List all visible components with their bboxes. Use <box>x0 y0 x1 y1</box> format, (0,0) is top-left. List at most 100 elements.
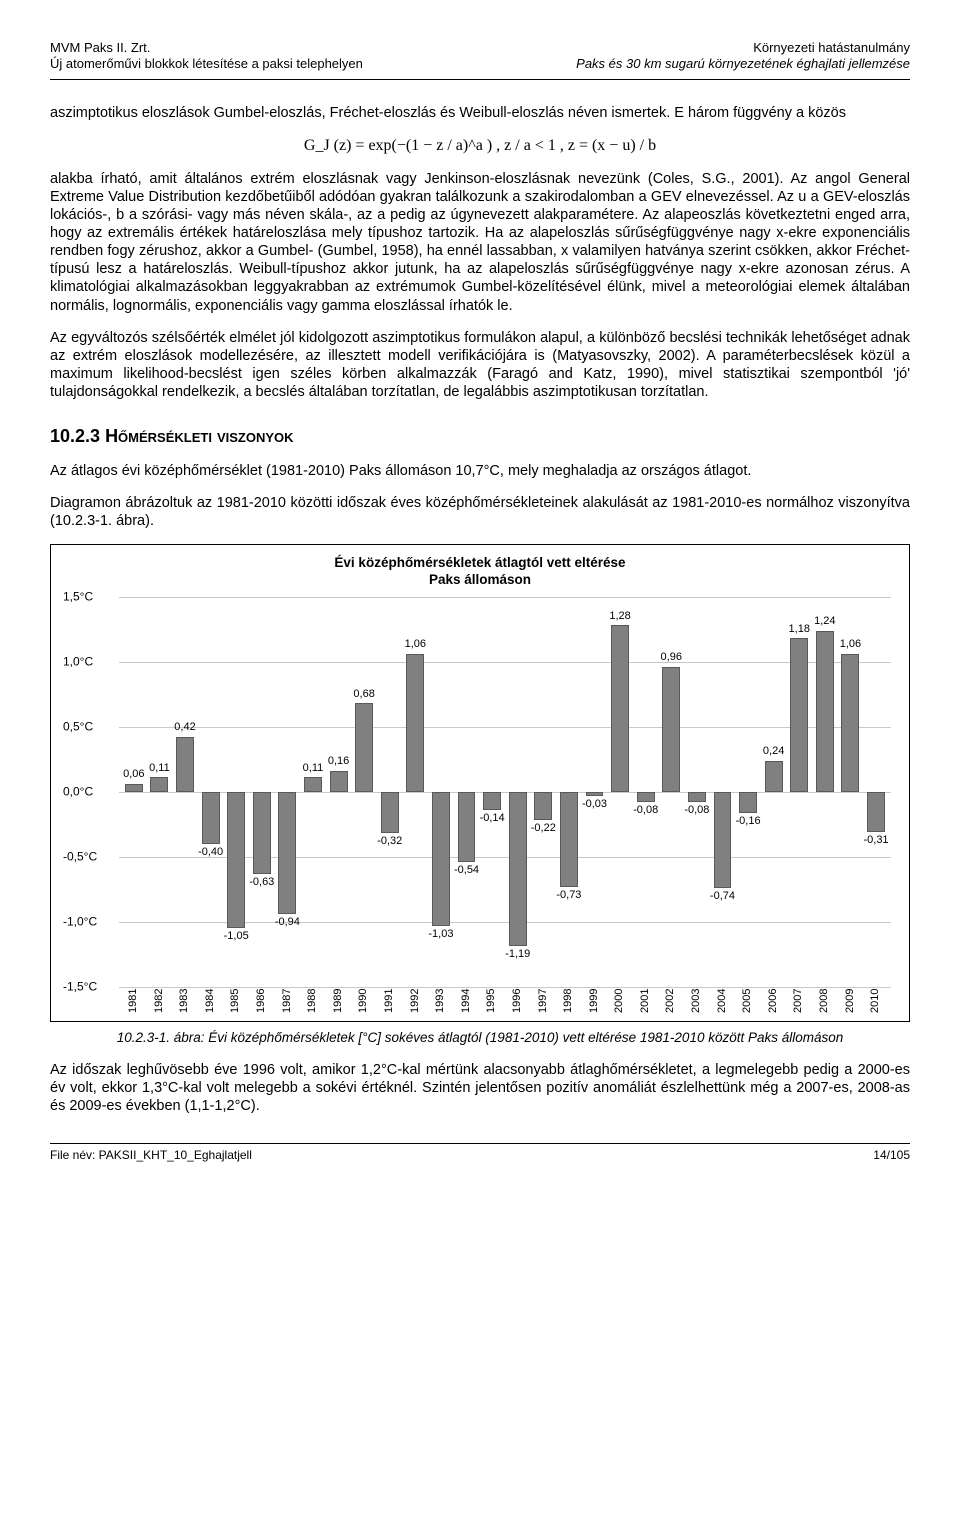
paragraph-2: alakba írható, amit általános extrém elo… <box>50 170 910 315</box>
chart-xlabel: 2005 <box>735 989 761 1015</box>
chart-bar-slot: 1,18 <box>786 597 812 987</box>
chart-xlabel: 1987 <box>275 989 301 1015</box>
chart-bar <box>432 792 450 926</box>
chart-xlabel: 2006 <box>761 989 787 1015</box>
chart-xlabel: 1995 <box>479 989 505 1015</box>
header-company: MVM Paks II. Zrt. <box>50 40 363 56</box>
chart-bar <box>150 777 168 791</box>
paragraph-5: Diagramon ábrázoltuk az 1981-2010 között… <box>50 494 910 530</box>
chart-xlabel: 1988 <box>300 989 326 1015</box>
chart-bar <box>125 784 143 792</box>
chart-area: 0,060,110,42-0,40-1,05-0,63-0,940,110,16… <box>59 597 901 1017</box>
chart-bar <box>458 792 476 862</box>
chart-bar-slot: -0,94 <box>275 597 301 987</box>
chart-bar <box>714 792 732 888</box>
footer-filename: File név: PAKSII_KHT_10_Eghajlatjell <box>50 1148 252 1163</box>
chart-bar-label: 1,06 <box>405 638 426 652</box>
chart-bar-slot: 1,24 <box>812 597 838 987</box>
chart-bar-slot: 1,06 <box>403 597 429 987</box>
chart-bar-slot: 0,06 <box>121 597 147 987</box>
chart-bar <box>534 792 552 821</box>
chart-xlabel: 1982 <box>147 989 173 1015</box>
chart-bar-slot: -0,63 <box>249 597 275 987</box>
chart-xlabel: 2003 <box>684 989 710 1015</box>
chart-xlabel: 1985 <box>223 989 249 1015</box>
chart-bar <box>586 792 604 796</box>
chart-bar <box>739 792 757 813</box>
chart-bar-label: 0,96 <box>661 651 682 665</box>
chart-bar-label: -0,54 <box>454 864 479 878</box>
chart-xlabel: 2000 <box>607 989 633 1015</box>
chart-bar-slot: -0,32 <box>377 597 403 987</box>
chart-xlabel: 1997 <box>531 989 557 1015</box>
chart-ylabel: 0,5°C <box>63 719 93 734</box>
chart-bar-slot: 0,24 <box>761 597 787 987</box>
chart-ylabel: -1,0°C <box>63 914 97 929</box>
chart-bar-label: -0,08 <box>684 804 709 818</box>
chart-bar <box>227 792 245 929</box>
figure-caption: 10.2.3-1. ábra: Évi középhőmérsékletek [… <box>50 1030 910 1047</box>
chart-bar <box>509 792 527 947</box>
chart-plot: 0,060,110,42-0,40-1,05-0,63-0,940,110,16… <box>119 597 891 987</box>
chart-bar-label: 0,06 <box>123 768 144 782</box>
chart-bar-label: 0,42 <box>174 721 195 735</box>
section-number: 10.2.3 <box>50 426 100 446</box>
chart-xlabel: 1993 <box>428 989 454 1015</box>
page-footer: File név: PAKSII_KHT_10_Eghajlatjell 14/… <box>50 1143 910 1163</box>
chart-bar-label: 0,11 <box>303 762 324 776</box>
chart-xlabel: 1991 <box>377 989 403 1015</box>
chart-bar <box>355 703 373 791</box>
paragraph-3: Az egyváltozós szélsőérték elmélet jól k… <box>50 329 910 402</box>
header-project: Új atomerőművi blokkok létesítése a paks… <box>50 56 363 72</box>
chart-bar-slot: -1,05 <box>223 597 249 987</box>
chart-xlabel: 1981 <box>121 989 147 1015</box>
chart-xaxis: 1981198219831984198519861987198819891990… <box>119 989 891 1017</box>
paragraph-1: aszimptotikus eloszlások Gumbel-eloszlás… <box>50 104 910 122</box>
chart-ylabel: 1,5°C <box>63 589 93 604</box>
chart-bar <box>304 777 322 791</box>
chart-xlabel: 1998 <box>556 989 582 1015</box>
chart-bars: 0,060,110,42-0,40-1,05-0,63-0,940,110,16… <box>119 597 891 987</box>
chart-bar <box>637 792 655 802</box>
chart-ylabel: 1,0°C <box>63 654 93 669</box>
chart-bar-label: -1,03 <box>428 928 453 942</box>
chart-bar <box>790 638 808 791</box>
chart-bar-slot: -1,19 <box>505 597 531 987</box>
footer-pagenum: 14/105 <box>873 1148 910 1163</box>
chart-ylabel: -1,5°C <box>63 979 97 994</box>
chart-bar <box>278 792 296 914</box>
chart-xlabel: 2007 <box>786 989 812 1015</box>
chart-bar-slot: -0,08 <box>633 597 659 987</box>
chart-xlabel: 1994 <box>454 989 480 1015</box>
chart-bar <box>662 667 680 792</box>
chart-bar-label: -0,16 <box>736 815 761 829</box>
chart-bar-label: -1,19 <box>505 948 530 962</box>
chart-xlabel: 1983 <box>172 989 198 1015</box>
chart-xlabel: 2004 <box>710 989 736 1015</box>
chart-gridline <box>119 987 891 988</box>
chart-ylabel: -0,5°C <box>63 849 97 864</box>
chart-xlabel: 1986 <box>249 989 275 1015</box>
chart-bar-label: -1,05 <box>224 930 249 944</box>
chart-bar-slot: 1,28 <box>607 597 633 987</box>
chart-bar-label: -0,73 <box>556 889 581 903</box>
chart-bar-label: 0,68 <box>353 688 374 702</box>
header-subtitle: Paks és 30 km sugarú környezetének éghaj… <box>576 56 910 72</box>
chart-bar <box>816 631 834 792</box>
chart-xlabel: 1984 <box>198 989 224 1015</box>
chart-title-line1: Évi középhőmérsékletek átlagtól vett elt… <box>334 555 625 570</box>
chart-bar <box>330 771 348 792</box>
chart-bar <box>253 792 271 874</box>
chart-bar-slot: -0,03 <box>582 597 608 987</box>
section-heading: 10.2.3 Hőmérsékleti viszonyok <box>50 425 910 448</box>
chart-bar-label: -0,32 <box>377 835 402 849</box>
header-left: MVM Paks II. Zrt. Új atomerőművi blokkok… <box>50 40 363 73</box>
page-header: MVM Paks II. Zrt. Új atomerőművi blokkok… <box>50 40 910 80</box>
chart-bar <box>381 792 399 834</box>
chart-bar-label: -0,40 <box>198 846 223 860</box>
chart-bar <box>406 654 424 792</box>
chart-bar-slot: 0,16 <box>326 597 352 987</box>
chart-xlabel: 1992 <box>403 989 429 1015</box>
chart-bar-label: -0,63 <box>249 876 274 890</box>
chart-bar-label: 1,24 <box>814 615 835 629</box>
